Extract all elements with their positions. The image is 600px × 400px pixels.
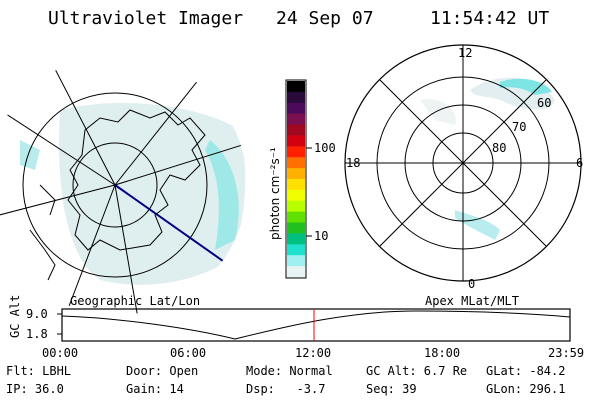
instrument-title: Ultraviolet Imager [48, 8, 244, 29]
colorbar-segment [287, 222, 305, 234]
colorbar-segment [287, 102, 305, 115]
info-gain: Gain: 14 [126, 382, 184, 396]
mlat-mlt-map [344, 44, 582, 282]
colorbar-segment [287, 168, 305, 180]
colorbar-segment [287, 179, 305, 191]
info-glon: GLon: 296.1 [486, 382, 566, 396]
mlt-label-0: 0 [468, 277, 476, 291]
altitude-curve [61, 310, 571, 340]
info-door: Door: Open [126, 364, 199, 378]
altitude-timeline [57, 308, 571, 342]
colorbar-segment [287, 211, 305, 224]
x-tick-1200: 12:00 [295, 346, 332, 360]
colorbar-segment [287, 81, 305, 93]
info-ip: IP: 36.0 [6, 382, 64, 396]
coastline [67, 109, 206, 251]
mlt-label-18: 18 [346, 156, 361, 170]
info-glat: GLat: -84.2 [486, 364, 566, 378]
colorbar-segment [287, 189, 305, 202]
gc-alt-axis-label: GC Alt [8, 294, 22, 338]
info-mode: Mode: Normal [246, 364, 333, 378]
colorbar-segment [287, 91, 305, 104]
colorbar-segment [287, 244, 305, 256]
colorbar-tick-10: 10 [314, 229, 329, 243]
colorbar-tick-100: 100 [314, 141, 336, 155]
colorbar-segment [287, 200, 305, 213]
colorbar-segment [287, 266, 305, 278]
emission-region [59, 102, 246, 285]
x-tick-1800: 18:00 [424, 346, 461, 360]
time-label: 11:54:42 UT [430, 8, 550, 29]
x-tick-0600: 06:00 [170, 346, 207, 360]
colorbar-segment [287, 146, 305, 158]
geo-caption: Geographic Lat/Lon [70, 294, 201, 308]
date-label: 24 Sep 07 [276, 8, 374, 29]
colorbar [285, 79, 312, 279]
apex-caption: Apex MLat/MLT [425, 294, 519, 308]
colorbar-segment [287, 124, 305, 136]
info-dsp: Dsp: -3.7 [246, 382, 326, 396]
geographic-map [0, 55, 247, 315]
x-tick-2359: 23:59 [548, 346, 585, 360]
info-seq: Seq: 39 [366, 382, 417, 396]
colorbar-unit-label: photon cm⁻²s⁻¹ [268, 147, 282, 240]
mlt-label-6: 6 [576, 156, 584, 170]
info-gc-alt: GC Alt: 6.7 Re [366, 364, 468, 378]
mlt-label-12: 12 [458, 46, 473, 60]
colorbar-segment [287, 233, 305, 245]
x-tick-0000: 00:00 [42, 346, 79, 360]
colorbar-segment [287, 113, 305, 126]
colorbar-segment [287, 157, 305, 169]
mlat-label-60: 60 [537, 96, 552, 110]
info-filter: Flt: LBHL [6, 364, 72, 378]
mlat-label-70: 70 [512, 120, 527, 134]
y-tick-1-8: 1.8 [26, 327, 48, 341]
y-tick-9: 9.0 [26, 307, 48, 321]
mlat-label-80: 80 [492, 141, 507, 155]
colorbar-segment [287, 135, 305, 147]
colorbar-segment [287, 255, 305, 267]
